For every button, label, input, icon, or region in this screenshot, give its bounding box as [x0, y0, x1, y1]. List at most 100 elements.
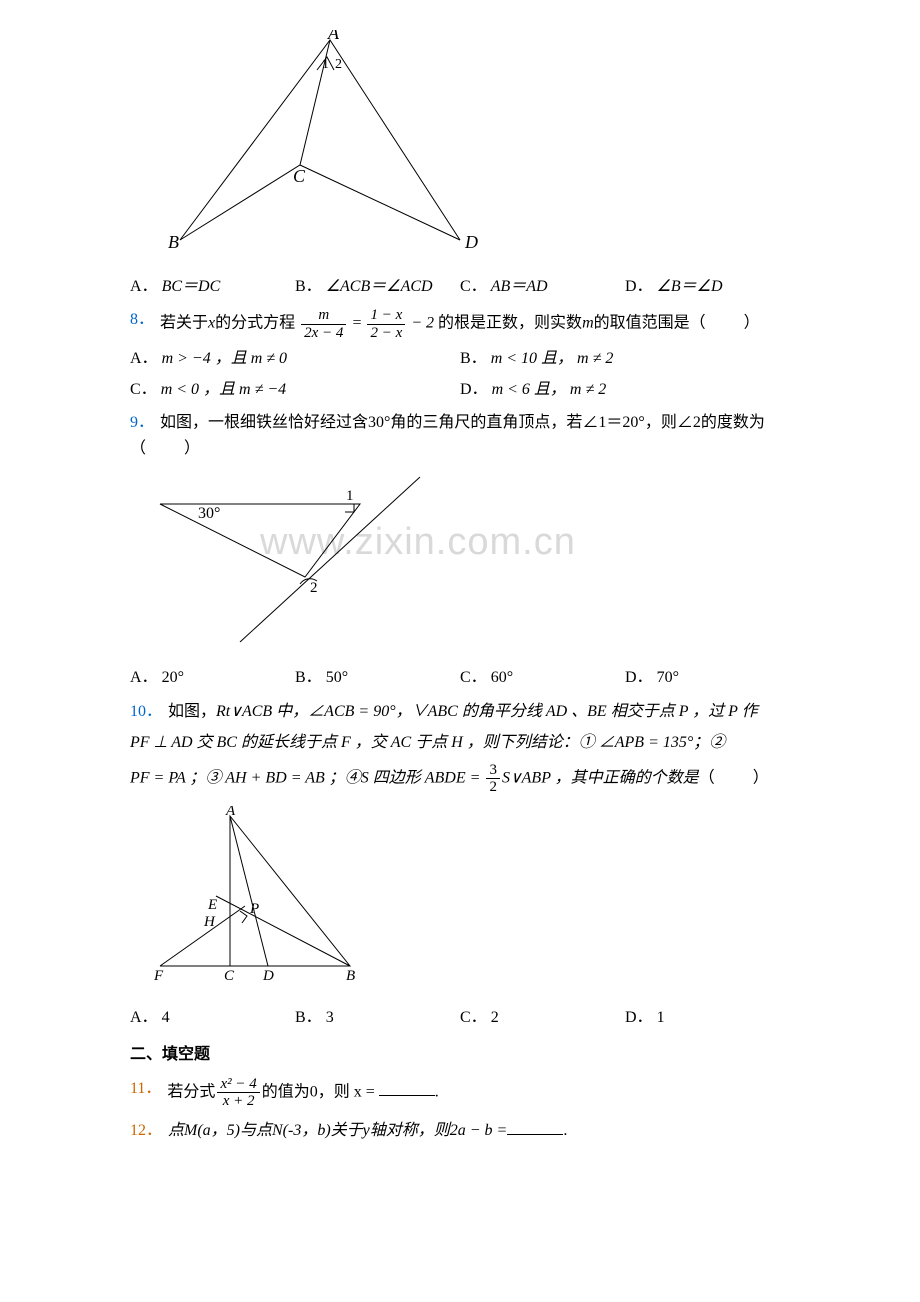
- q7-options: A． BC＝DC B． ∠ACB＝∠ACD C． AB＝AD D． ∠B＝∠D: [130, 274, 790, 300]
- option-text: 50°: [326, 665, 348, 691]
- q12: 12． 点M(a，5)与点N(-3，b)关于y轴对称，则2a − b =.: [130, 1118, 790, 1144]
- q10-options: A． 4 B． 3 C． 2 D． 1: [130, 1005, 790, 1031]
- option-text: BC＝DC: [162, 274, 221, 300]
- t: .: [435, 1083, 439, 1100]
- paren: （ ）: [699, 770, 771, 787]
- t: 的值为0，则 x =: [262, 1083, 379, 1100]
- option-text: 70°: [657, 665, 679, 691]
- label-F: F: [153, 968, 164, 984]
- q8-option-a[interactable]: A． m > −4 ，且 m ≠ 0: [130, 346, 460, 372]
- t: 若关于: [160, 315, 208, 332]
- q8-option-d[interactable]: D． m < 6 且， m ≠ 2: [460, 377, 790, 403]
- t: Rt: [216, 703, 230, 720]
- question-text: 点M(a，5)与点N(-3，b)关于y轴对称，则2a − b =.: [168, 1118, 790, 1144]
- label-angle1: 1: [322, 57, 329, 72]
- t: 若分式: [167, 1083, 215, 1100]
- option-label: B．: [295, 274, 322, 300]
- q7-option-a[interactable]: A． BC＝DC: [130, 274, 295, 300]
- question-number: 9．: [130, 410, 154, 436]
- option-text: m < 0 ，且 m ≠ −4: [161, 377, 287, 403]
- option-label: A．: [130, 1005, 158, 1031]
- question-text: 若分式x² − 4x + 2的值为0，则 x = .: [167, 1076, 790, 1110]
- label-A: A: [225, 806, 236, 819]
- option-text: 60°: [491, 665, 513, 691]
- t: 如图，一根细铁丝恰好经过含30°角的三角尺的直角顶点，若∠1＝20°，则∠2的度…: [160, 414, 765, 431]
- label-D: D: [262, 968, 274, 984]
- option-label: C．: [130, 377, 157, 403]
- q8: 8． 若关于x的分式方程 m2x − 4 = 1 − x2 − x − 2 的根…: [130, 307, 790, 341]
- q10-option-a[interactable]: A． 4: [130, 1005, 295, 1031]
- option-text: m > −4 ，且 m ≠ 0: [162, 346, 288, 372]
- label-C: C: [224, 968, 235, 984]
- option-text: m < 6 且， m ≠ 2: [492, 377, 607, 403]
- option-label: B．: [460, 346, 487, 372]
- paren: （ ）: [690, 315, 762, 332]
- question-text: 若关于x的分式方程 m2x − 4 = 1 − x2 − x − 2 的根是正数…: [160, 307, 790, 341]
- option-label: B．: [295, 665, 322, 691]
- q9-figure: www.zixin.com.cn 30° 1 2: [150, 472, 790, 656]
- q10-line1: 10． 如图，Rt∨ACB 中，∠ACB = 90°，∨ABC 的角平分线 AD…: [130, 699, 790, 725]
- question-number: 11．: [130, 1076, 161, 1102]
- option-label: D．: [625, 274, 653, 300]
- q7-option-c[interactable]: C． AB＝AD: [460, 274, 625, 300]
- fraction: x² − 4x + 2: [217, 1076, 259, 1110]
- q9-option-b[interactable]: B． 50°: [295, 665, 460, 691]
- num: 3: [486, 762, 500, 780]
- q9-option-d[interactable]: D． 70°: [625, 665, 790, 691]
- t: S∨ABP ，其中正确的个数是: [502, 770, 699, 787]
- q7-option-b[interactable]: B． ∠ACB＝∠ACD: [295, 274, 460, 300]
- label-30: 30°: [198, 505, 220, 522]
- q11: 11． 若分式x² − 4x + 2的值为0，则 x = .: [130, 1076, 790, 1110]
- label-E: E: [207, 897, 217, 913]
- question-text: 如图，Rt∨ACB 中，∠ACB = 90°，∨ABC 的角平分线 AD 、BE…: [168, 699, 790, 725]
- option-text: 4: [162, 1005, 170, 1031]
- t: PF = PA ；③ AH + BD = AB ；④S 四边形 ABDE =: [130, 770, 484, 787]
- paren: （ ）: [130, 440, 202, 457]
- t: 如图，: [168, 703, 216, 720]
- num: x² − 4: [217, 1076, 259, 1094]
- option-text: 3: [326, 1005, 334, 1031]
- label-B: B: [346, 968, 355, 984]
- t: 的分式方程: [215, 315, 295, 332]
- t: ∨ACB 中，∠ACB = 90°，∨ABC 的角平分线 AD 、BE 相交于点…: [230, 703, 757, 720]
- option-text: ∠ACB＝∠ACD: [326, 274, 433, 300]
- option-label: C．: [460, 274, 487, 300]
- q8-options-row2: C． m < 0 ，且 m ≠ −4 D． m < 6 且， m ≠ 2: [130, 377, 790, 403]
- option-label: D．: [625, 1005, 653, 1031]
- q9-option-a[interactable]: A． 20°: [130, 665, 295, 691]
- label-P: P: [249, 901, 259, 917]
- t: .: [563, 1122, 567, 1139]
- t: 的取值范围是: [594, 315, 690, 332]
- label-H: H: [203, 914, 216, 930]
- option-text: ∠B＝∠D: [657, 274, 723, 300]
- den: x + 2: [217, 1093, 259, 1110]
- q9-option-c[interactable]: C． 60°: [460, 665, 625, 691]
- den: 2 − x: [367, 325, 405, 342]
- question-number: 10．: [130, 699, 162, 725]
- den: 2x − 4: [301, 325, 346, 342]
- label-1: 1: [346, 488, 354, 504]
- q10-option-b[interactable]: B． 3: [295, 1005, 460, 1031]
- blank: [507, 1119, 563, 1135]
- question-text: 如图，一根细铁丝恰好经过含30°角的三角尺的直角顶点，若∠1＝20°，则∠2的度…: [160, 410, 790, 436]
- option-label: C．: [460, 1005, 487, 1031]
- label-angle2: 2: [335, 57, 342, 72]
- t: 的根是正数，则实数: [438, 315, 582, 332]
- q10-line3: PF = PA ；③ AH + BD = AB ；④S 四边形 ABDE = 3…: [130, 762, 790, 796]
- option-text: 20°: [162, 665, 184, 691]
- q8-option-b[interactable]: B． m < 10 且， m ≠ 2: [460, 346, 790, 372]
- den: 2: [486, 779, 500, 796]
- label-A: A: [327, 30, 340, 43]
- option-text: m < 10 且， m ≠ 2: [491, 346, 614, 372]
- fraction: 32: [486, 762, 500, 796]
- t: 点M(a，5)与点N(-3，b)关于y轴对称，则2a − b =: [168, 1122, 507, 1139]
- q10-option-d[interactable]: D． 1: [625, 1005, 790, 1031]
- q8-option-c[interactable]: C． m < 0 ，且 m ≠ −4: [130, 377, 460, 403]
- q10-option-c[interactable]: C． 2: [460, 1005, 625, 1031]
- t: − 2: [411, 315, 434, 332]
- label-B: B: [168, 232, 179, 252]
- option-text: 1: [657, 1005, 665, 1031]
- q9-options: A． 20° B． 50° C． 60° D． 70°: [130, 665, 790, 691]
- q7-option-d[interactable]: D． ∠B＝∠D: [625, 274, 790, 300]
- t: PF ⊥ AD 交 BC 的延长线于点 F ，交 AC 于点 H ，则下列结论：…: [130, 734, 725, 751]
